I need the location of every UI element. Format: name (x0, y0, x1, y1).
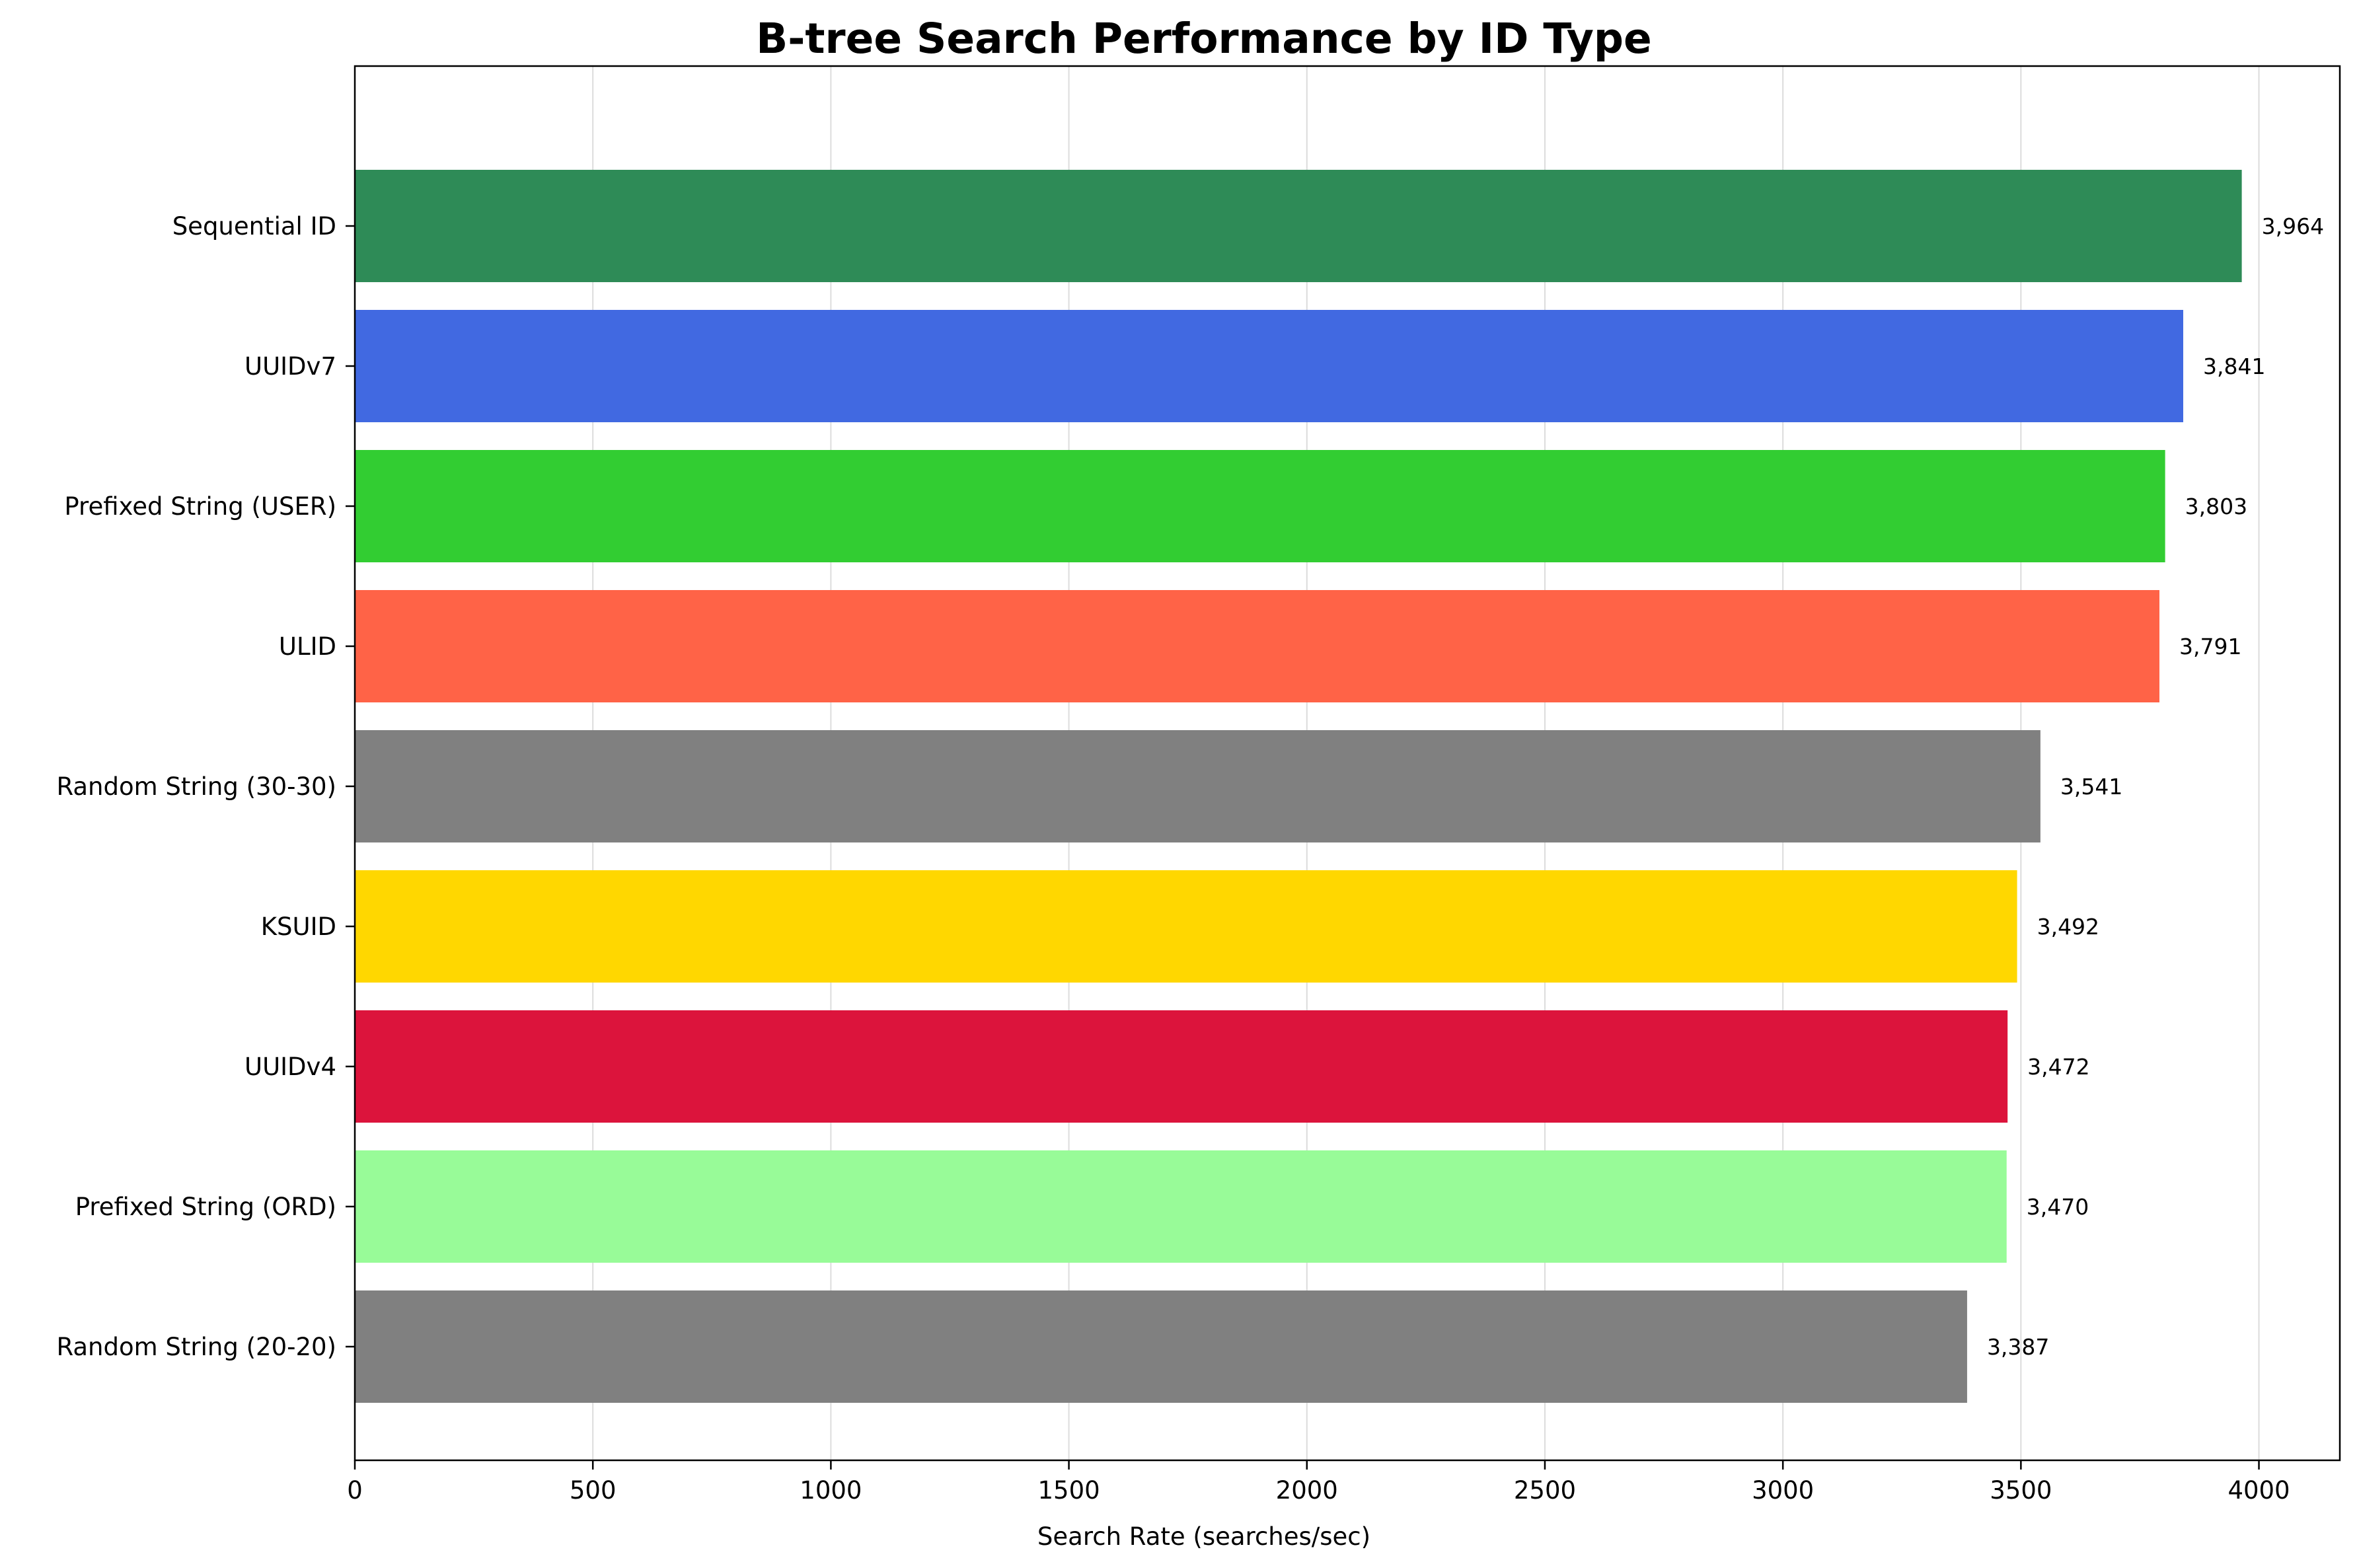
y-tick-label: UUIDv4 (244, 1053, 336, 1081)
x-tick-label: 3000 (1752, 1476, 1814, 1505)
bar (355, 170, 2242, 282)
y-tick-label: Random String (30-30) (56, 772, 336, 801)
bar (355, 1010, 2008, 1123)
y-tick-label: Prefixed String (USER) (64, 492, 336, 521)
bar (355, 310, 2183, 422)
bar-value-label: 3,803 (2185, 494, 2247, 519)
bar-value-label: 3,387 (1987, 1334, 2049, 1360)
bar-value-label: 3,841 (2203, 354, 2265, 379)
bar-value-label: 3,492 (2037, 914, 2099, 940)
bars: 3,964 3,841 3,803 3,791 3,541 3,492 3,472 3,470… (355, 170, 2324, 1403)
y-tick-label: KSUID (261, 913, 336, 941)
bar (355, 450, 2165, 562)
axes: 0 500 1000 1500 2000 2500 3000 3500 4000 Sequenti… (56, 212, 2290, 1505)
bar (355, 730, 2041, 842)
y-tick-label: UUIDv7 (244, 352, 336, 381)
bar (355, 1150, 2007, 1263)
bar (355, 590, 2159, 702)
bar-value-label: 3,964 (2262, 213, 2324, 239)
x-tick-label: 1500 (1037, 1476, 1100, 1505)
bar-value-label: 3,470 (2027, 1194, 2089, 1220)
y-tick-label: ULID (279, 632, 336, 661)
y-tick-label: Prefixed String (ORD) (75, 1193, 336, 1221)
plot-area-frame (354, 65, 2341, 1462)
x-axis-label: Search Rate (searches/sec) (1037, 1522, 1370, 1551)
x-tick-label: 0 (347, 1476, 363, 1505)
bar-value-label: 3,472 (2027, 1054, 2089, 1080)
y-tick-label: Random String (20-20) (56, 1333, 336, 1361)
x-tick-label: 4000 (2228, 1476, 2290, 1505)
x-tick-label: 2500 (1514, 1476, 1576, 1505)
x-tick-label: 2000 (1276, 1476, 1338, 1505)
x-tick-label: 500 (570, 1476, 617, 1505)
bar (355, 1290, 1967, 1403)
bar (355, 870, 2017, 983)
bar-value-label: 3,791 (2179, 634, 2241, 659)
x-tick-label: 3500 (1990, 1476, 2052, 1505)
y-tick-label: Sequential ID (172, 212, 336, 241)
chart-title: B-tree Search Performance by ID Type (756, 15, 1651, 63)
x-tick-label: 1000 (800, 1476, 862, 1505)
bar-value-label: 3,541 (2060, 774, 2122, 800)
